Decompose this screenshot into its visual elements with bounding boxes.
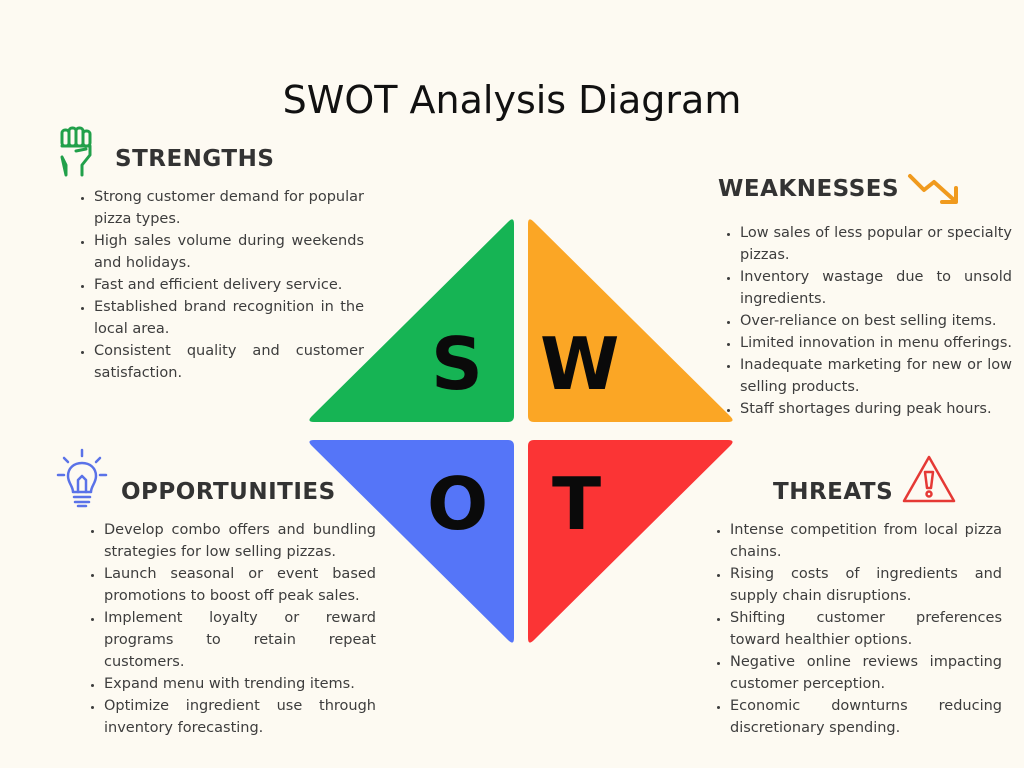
trending-down-icon (908, 174, 958, 204)
threats-quadrant (528, 440, 733, 643)
list-item: Established brand recognition in the loc… (94, 296, 364, 340)
threats-list: Intense competition from local pizza cha… (710, 519, 1002, 739)
list-item: Shifting customer preferences toward hea… (730, 607, 1002, 651)
list-item: Low sales of less popular or specialty p… (740, 222, 1012, 266)
list-item: Over-reliance on best selling items. (740, 310, 1012, 332)
swot-diamond: S W O T (300, 210, 740, 650)
list-item: Consistent quality and customer satisfac… (94, 340, 364, 384)
opportunities-list: Develop combo offers and bundling strate… (84, 519, 376, 739)
threats-heading: THREATS (773, 479, 894, 505)
list-item: Limited innovation in menu offerings. (740, 332, 1012, 354)
list-item: Expand menu with trending items. (104, 673, 376, 695)
weaknesses-quadrant (528, 219, 733, 422)
list-item: Strong customer demand for popular pizza… (94, 186, 364, 230)
list-item: Inventory wastage due to unsold ingredie… (740, 266, 1012, 310)
warning-icon (902, 455, 956, 503)
list-item: High sales volume during weekends and ho… (94, 230, 364, 274)
strengths-quadrant (309, 219, 514, 422)
strengths-triangle (309, 219, 733, 643)
list-item: Staff shortages during peak hours. (740, 398, 1012, 420)
list-item: Optimize ingredient use through inventor… (104, 695, 376, 739)
letter-o: O (427, 462, 489, 546)
page-title: SWOT Analysis Diagram (282, 78, 742, 122)
strengths-list: Strong customer demand for popular pizza… (74, 186, 364, 384)
list-item: Rising costs of ingredients and supply c… (730, 563, 1002, 607)
letter-w: W (540, 322, 620, 406)
list-item: Economic downturns reducing discretionar… (730, 695, 1002, 739)
letter-s: S (431, 322, 483, 406)
strengths-heading: STRENGTHS (115, 146, 275, 172)
list-item: Develop combo offers and bundling strate… (104, 519, 376, 563)
list-item: Intense competition from local pizza cha… (730, 519, 1002, 563)
list-item: Negative online reviews impacting custom… (730, 651, 1002, 695)
opportunities-quadrant (309, 440, 514, 643)
list-item: Inadequate marketing for new or low sell… (740, 354, 1012, 398)
letter-t: T (552, 462, 602, 546)
lightbulb-icon (56, 448, 108, 508)
list-item: Launch seasonal or event based promotion… (104, 563, 376, 607)
list-item: Implement loyalty or reward programs to … (104, 607, 376, 673)
raised-fist-icon (60, 126, 92, 177)
opportunities-heading: OPPORTUNITIES (121, 479, 336, 505)
list-item: Fast and efficient delivery service. (94, 274, 364, 296)
weaknesses-list: Low sales of less popular or specialty p… (720, 222, 1012, 420)
weaknesses-heading: WEAKNESSES (718, 176, 900, 202)
